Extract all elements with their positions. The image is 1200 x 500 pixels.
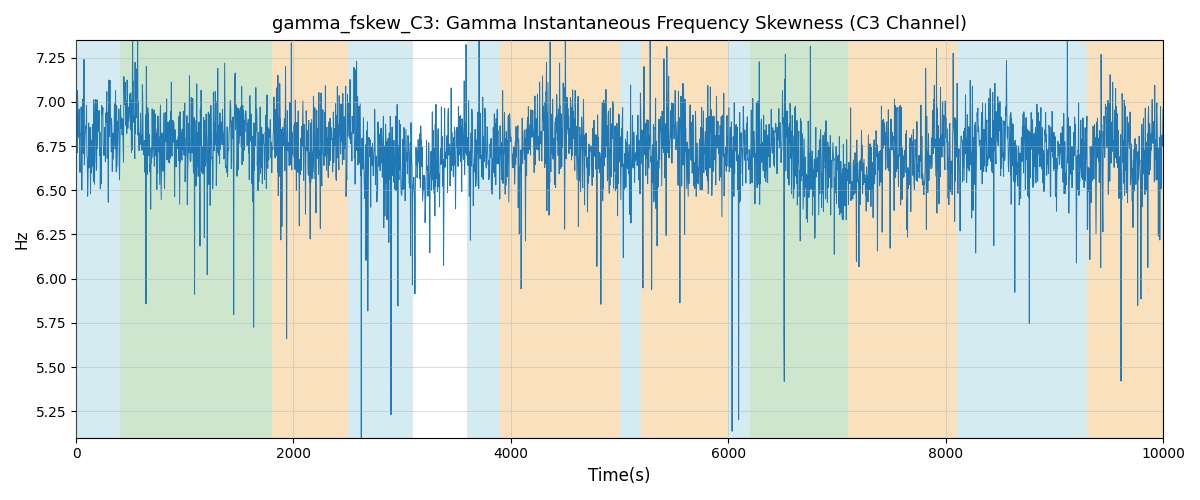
Bar (728, 40, 750, 438)
Bar (120, 40, 271, 438)
Bar (348, 40, 413, 438)
Bar (76, 40, 120, 438)
Bar (956, 40, 1087, 438)
Bar (619, 40, 641, 438)
Bar (467, 40, 500, 438)
Bar (500, 40, 619, 438)
X-axis label: Time(s): Time(s) (588, 467, 650, 485)
Y-axis label: Hz: Hz (14, 229, 30, 248)
Bar (848, 40, 956, 438)
Bar (271, 40, 348, 438)
Bar (641, 40, 728, 438)
Bar (1087, 40, 1163, 438)
Title: gamma_fskew_C3: Gamma Instantaneous Frequency Skewness (C3 Channel): gamma_fskew_C3: Gamma Instantaneous Freq… (272, 15, 967, 34)
Bar (750, 40, 848, 438)
